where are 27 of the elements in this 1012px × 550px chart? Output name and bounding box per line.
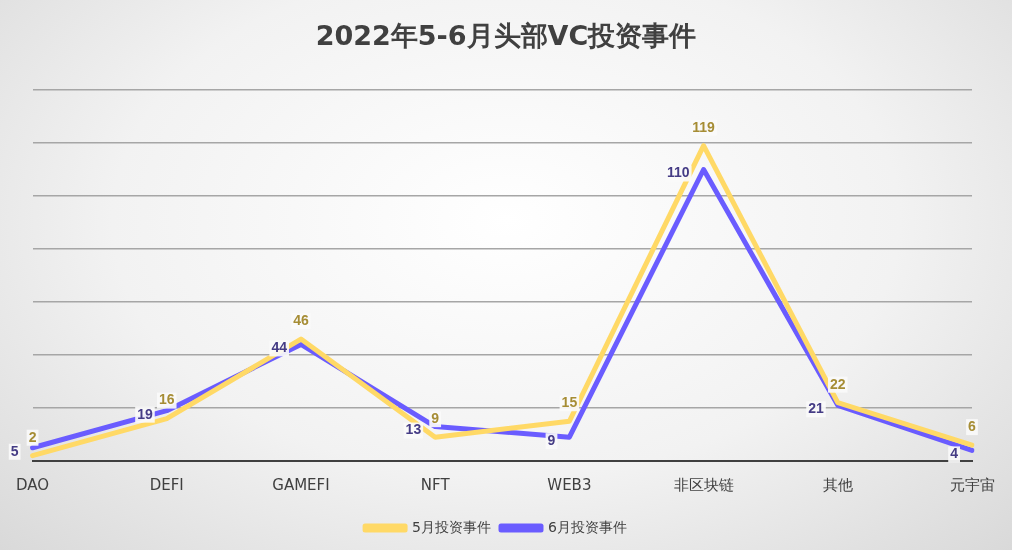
data-label: 119 [692,118,716,135]
data-label: 2 [28,428,37,445]
data-label: 21 [808,400,824,417]
x-tick-label: NFT [420,475,451,494]
x-tick-label: DEFI [149,475,184,494]
data-label: 15 [561,394,578,411]
data-label: 9 [431,410,440,427]
data-label: 5 [10,442,19,459]
data-label: 13 [405,421,422,438]
x-tick-label: 元宇宙 [949,475,995,494]
data-label: 16 [158,391,175,408]
chart-title: 2022年5-6月头部VC投资事件 [314,19,698,53]
data-label: 19 [137,405,153,422]
legend-label: 6月投资事件 [548,518,627,535]
x-tick-label: WEB3 [547,475,592,494]
data-label: 9 [547,432,556,449]
data-label: 46 [293,311,309,328]
data-label: 110 [666,164,690,181]
x-tick-label: 非区块链 [673,475,734,494]
data-label: 44 [271,339,288,356]
x-tick-label: DAO [16,475,50,494]
data-label: 6 [968,417,977,434]
data-label: 22 [830,375,846,392]
x-tick-label: 其他 [822,475,853,494]
legend-label: 5月投资事件 [412,518,492,535]
x-tick-label: GAMEFI [272,475,330,494]
data-label: 4 [950,445,959,462]
